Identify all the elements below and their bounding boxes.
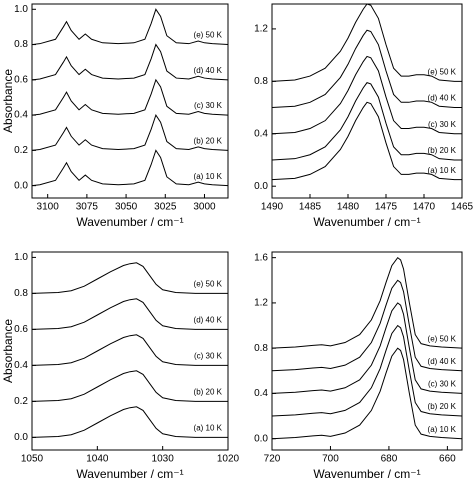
x-tick-label: 3075: [76, 202, 99, 213]
y-axis-title: Absorbance: [1, 69, 15, 133]
y-tick-label: 0.0: [254, 181, 268, 192]
x-tick-label: 680: [381, 454, 398, 465]
spectrum-line: [271, 55, 462, 135]
series-label: (d) 40 K: [428, 357, 457, 366]
y-tick-label: 0.8: [254, 76, 268, 87]
spectrum-line: [31, 78, 229, 116]
plot-frame: [31, 251, 229, 451]
y-tick-label: 1.0: [14, 252, 28, 263]
x-tick-label: 720: [264, 454, 281, 465]
spectrum-line: [271, 101, 462, 181]
x-tick-label: 1465: [451, 202, 474, 213]
series-label: (b) 20 K: [428, 402, 457, 411]
x-tick-label: 1040: [86, 454, 109, 465]
x-tick-label: 1030: [152, 454, 175, 465]
series-label: (a) 10 K: [428, 166, 457, 175]
x-tick-label: 1020: [217, 454, 240, 465]
y-tick-label: 0.0: [254, 433, 268, 444]
series-label: (d) 40 K: [428, 94, 457, 103]
y-tick-label: 0.2: [14, 396, 28, 407]
series-label: (b) 20 K: [194, 136, 223, 145]
spectrum-line: [31, 298, 228, 330]
x-tick-label: 700: [322, 454, 339, 465]
series-label: (e) 50 K: [428, 67, 457, 76]
spectrum-line: [31, 8, 229, 46]
x-axis-title: Wavenumber / cm⁻¹: [313, 467, 420, 481]
series-label: (a) 10 K: [428, 425, 457, 434]
spectrum-line: [31, 370, 228, 402]
plot-frame: [271, 251, 463, 451]
x-tick-label: 1050: [21, 454, 44, 465]
spectrum-line: [271, 3, 462, 82]
series-label: (d) 40 K: [194, 316, 223, 325]
series-label: (d) 40 K: [194, 66, 223, 75]
spectrum-line: [271, 256, 463, 349]
y-tick-label: 0.4: [14, 110, 28, 121]
y-tick-label: 0.4: [254, 388, 268, 399]
x-tick-label: 3025: [154, 202, 177, 213]
spectrum-line: [31, 262, 228, 294]
plot-frame: [31, 3, 229, 199]
y-tick-label: 1.6: [254, 252, 268, 263]
y-tick-label: 0.8: [14, 288, 28, 299]
y-tick-label: 0.0: [14, 180, 28, 191]
y-tick-label: 0.8: [254, 343, 268, 354]
series-label: (a) 10 K: [194, 172, 223, 181]
y-tick-label: 1.2: [254, 298, 268, 309]
spectrum-line: [271, 29, 462, 109]
y-tick-label: 0.6: [14, 324, 28, 335]
x-tick-label: 1480: [337, 202, 360, 213]
y-tick-label: 1.0: [14, 4, 28, 15]
y-axis-title: Absorbance: [1, 319, 15, 383]
x-axis-title: Wavenumber / cm⁻¹: [76, 467, 183, 481]
series-label: (c) 30 K: [194, 101, 223, 110]
x-tick-label: 1485: [299, 202, 322, 213]
y-tick-label: 1.2: [254, 24, 268, 35]
series-label: (c) 30 K: [428, 120, 457, 129]
x-tick-label: 3100: [37, 202, 60, 213]
x-tick-label: 3000: [193, 202, 216, 213]
y-tick-label: 0.6: [14, 74, 28, 85]
x-tick-label: 660: [439, 454, 456, 465]
series-label: (c) 30 K: [194, 352, 223, 361]
spectrum-line: [31, 334, 228, 366]
series-label: (b) 20 K: [194, 388, 223, 397]
x-tick-label: 3050: [115, 202, 138, 213]
spectrum-line: [271, 347, 463, 440]
spectrum-line: [271, 324, 463, 417]
y-tick-label: 0.8: [14, 39, 28, 50]
series-label: (b) 20 K: [428, 146, 457, 155]
x-axis-title: Wavenumber / cm⁻¹: [76, 215, 183, 229]
spectrum-line: [271, 302, 463, 394]
spectrum-line: [31, 406, 228, 438]
series-label: (e) 50 K: [194, 31, 223, 40]
spectrum-line: [31, 113, 229, 151]
spectrum-line: [31, 149, 229, 187]
y-tick-label: 0.4: [14, 360, 28, 371]
x-axis-title: Wavenumber / cm⁻¹: [313, 215, 420, 229]
x-tick-label: 1475: [375, 202, 398, 213]
y-tick-label: 0.0: [14, 432, 28, 443]
series-label: (c) 30 K: [428, 380, 457, 389]
spectrum-line: [271, 279, 463, 372]
series-label: (e) 50 K: [194, 280, 223, 289]
series-label: (a) 10 K: [194, 424, 223, 433]
y-tick-label: 0.2: [14, 145, 28, 156]
x-tick-label: 1490: [261, 202, 284, 213]
spectrum-line: [271, 82, 462, 161]
spectrum-line: [31, 43, 229, 81]
series-label: (e) 50 K: [428, 334, 457, 343]
x-tick-label: 1470: [413, 202, 436, 213]
y-tick-label: 0.4: [254, 128, 268, 139]
